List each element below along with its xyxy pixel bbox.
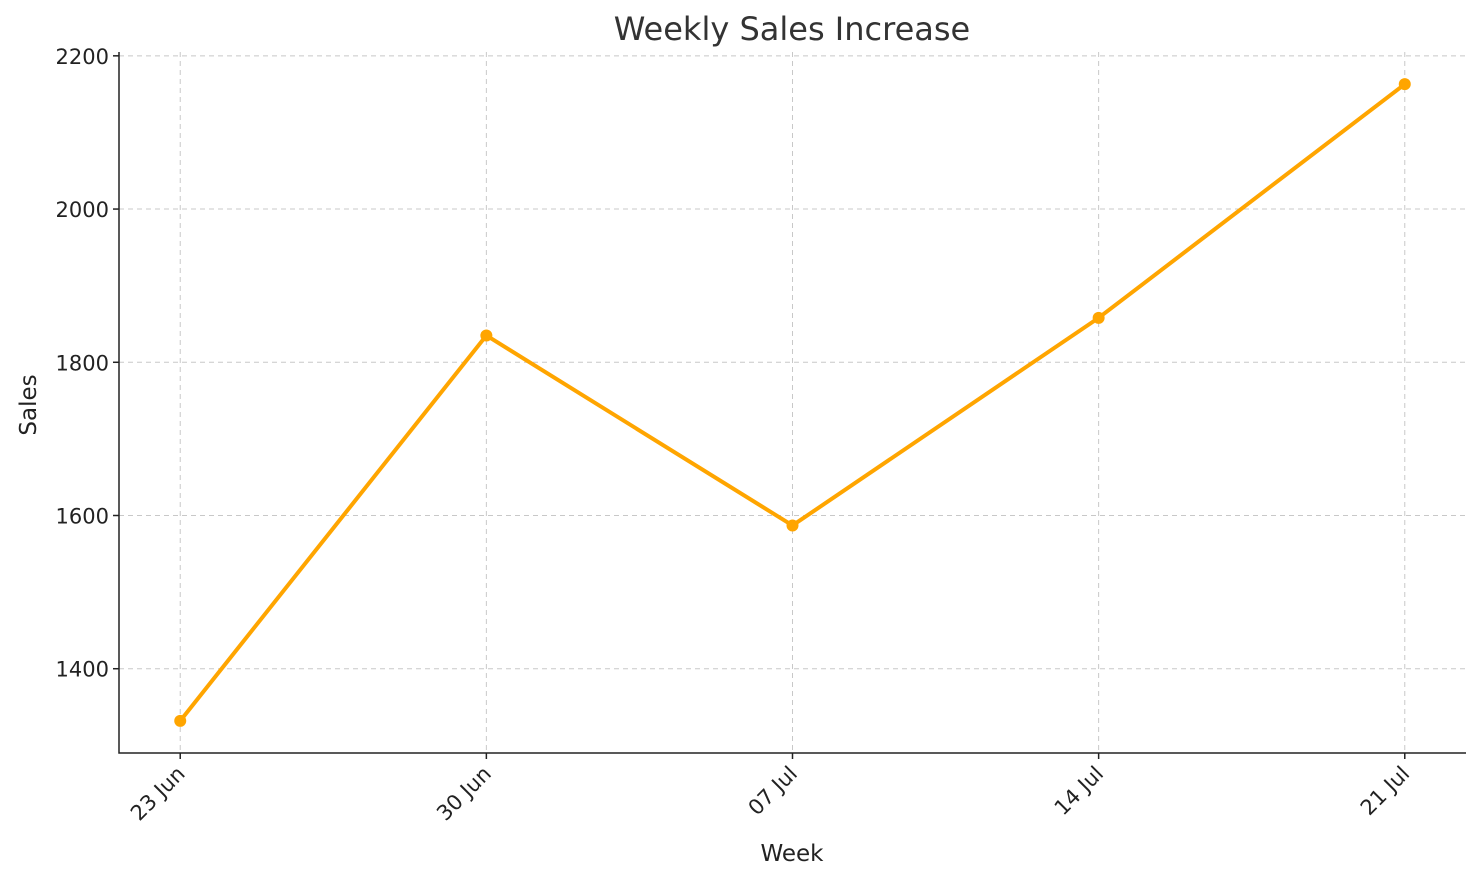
x-tick-label: 21 Jul <box>1356 762 1415 821</box>
data-point <box>1092 311 1105 324</box>
data-point <box>174 714 187 727</box>
y-tick-label: 2200 <box>56 45 109 69</box>
x-tick-label: 07 Jul <box>744 762 803 821</box>
y-tick-label: 1400 <box>56 658 109 682</box>
x-tick-label: 30 Jun <box>432 762 496 826</box>
axis-spine <box>118 52 1466 754</box>
x-axis-label: Week <box>760 841 824 867</box>
data-point <box>786 519 799 532</box>
y-tick-label: 1800 <box>56 351 109 375</box>
data-point <box>1398 78 1411 91</box>
y-axis-label: Sales <box>16 374 42 435</box>
data-point <box>480 329 493 342</box>
y-tick-label: 2000 <box>56 198 109 222</box>
y-tick-label: 1600 <box>56 505 109 529</box>
chart-title: Weekly Sales Increase <box>614 10 970 48</box>
x-tick-label: 23 Jun <box>126 762 190 826</box>
x-tick-label: 14 Jul <box>1050 762 1109 821</box>
